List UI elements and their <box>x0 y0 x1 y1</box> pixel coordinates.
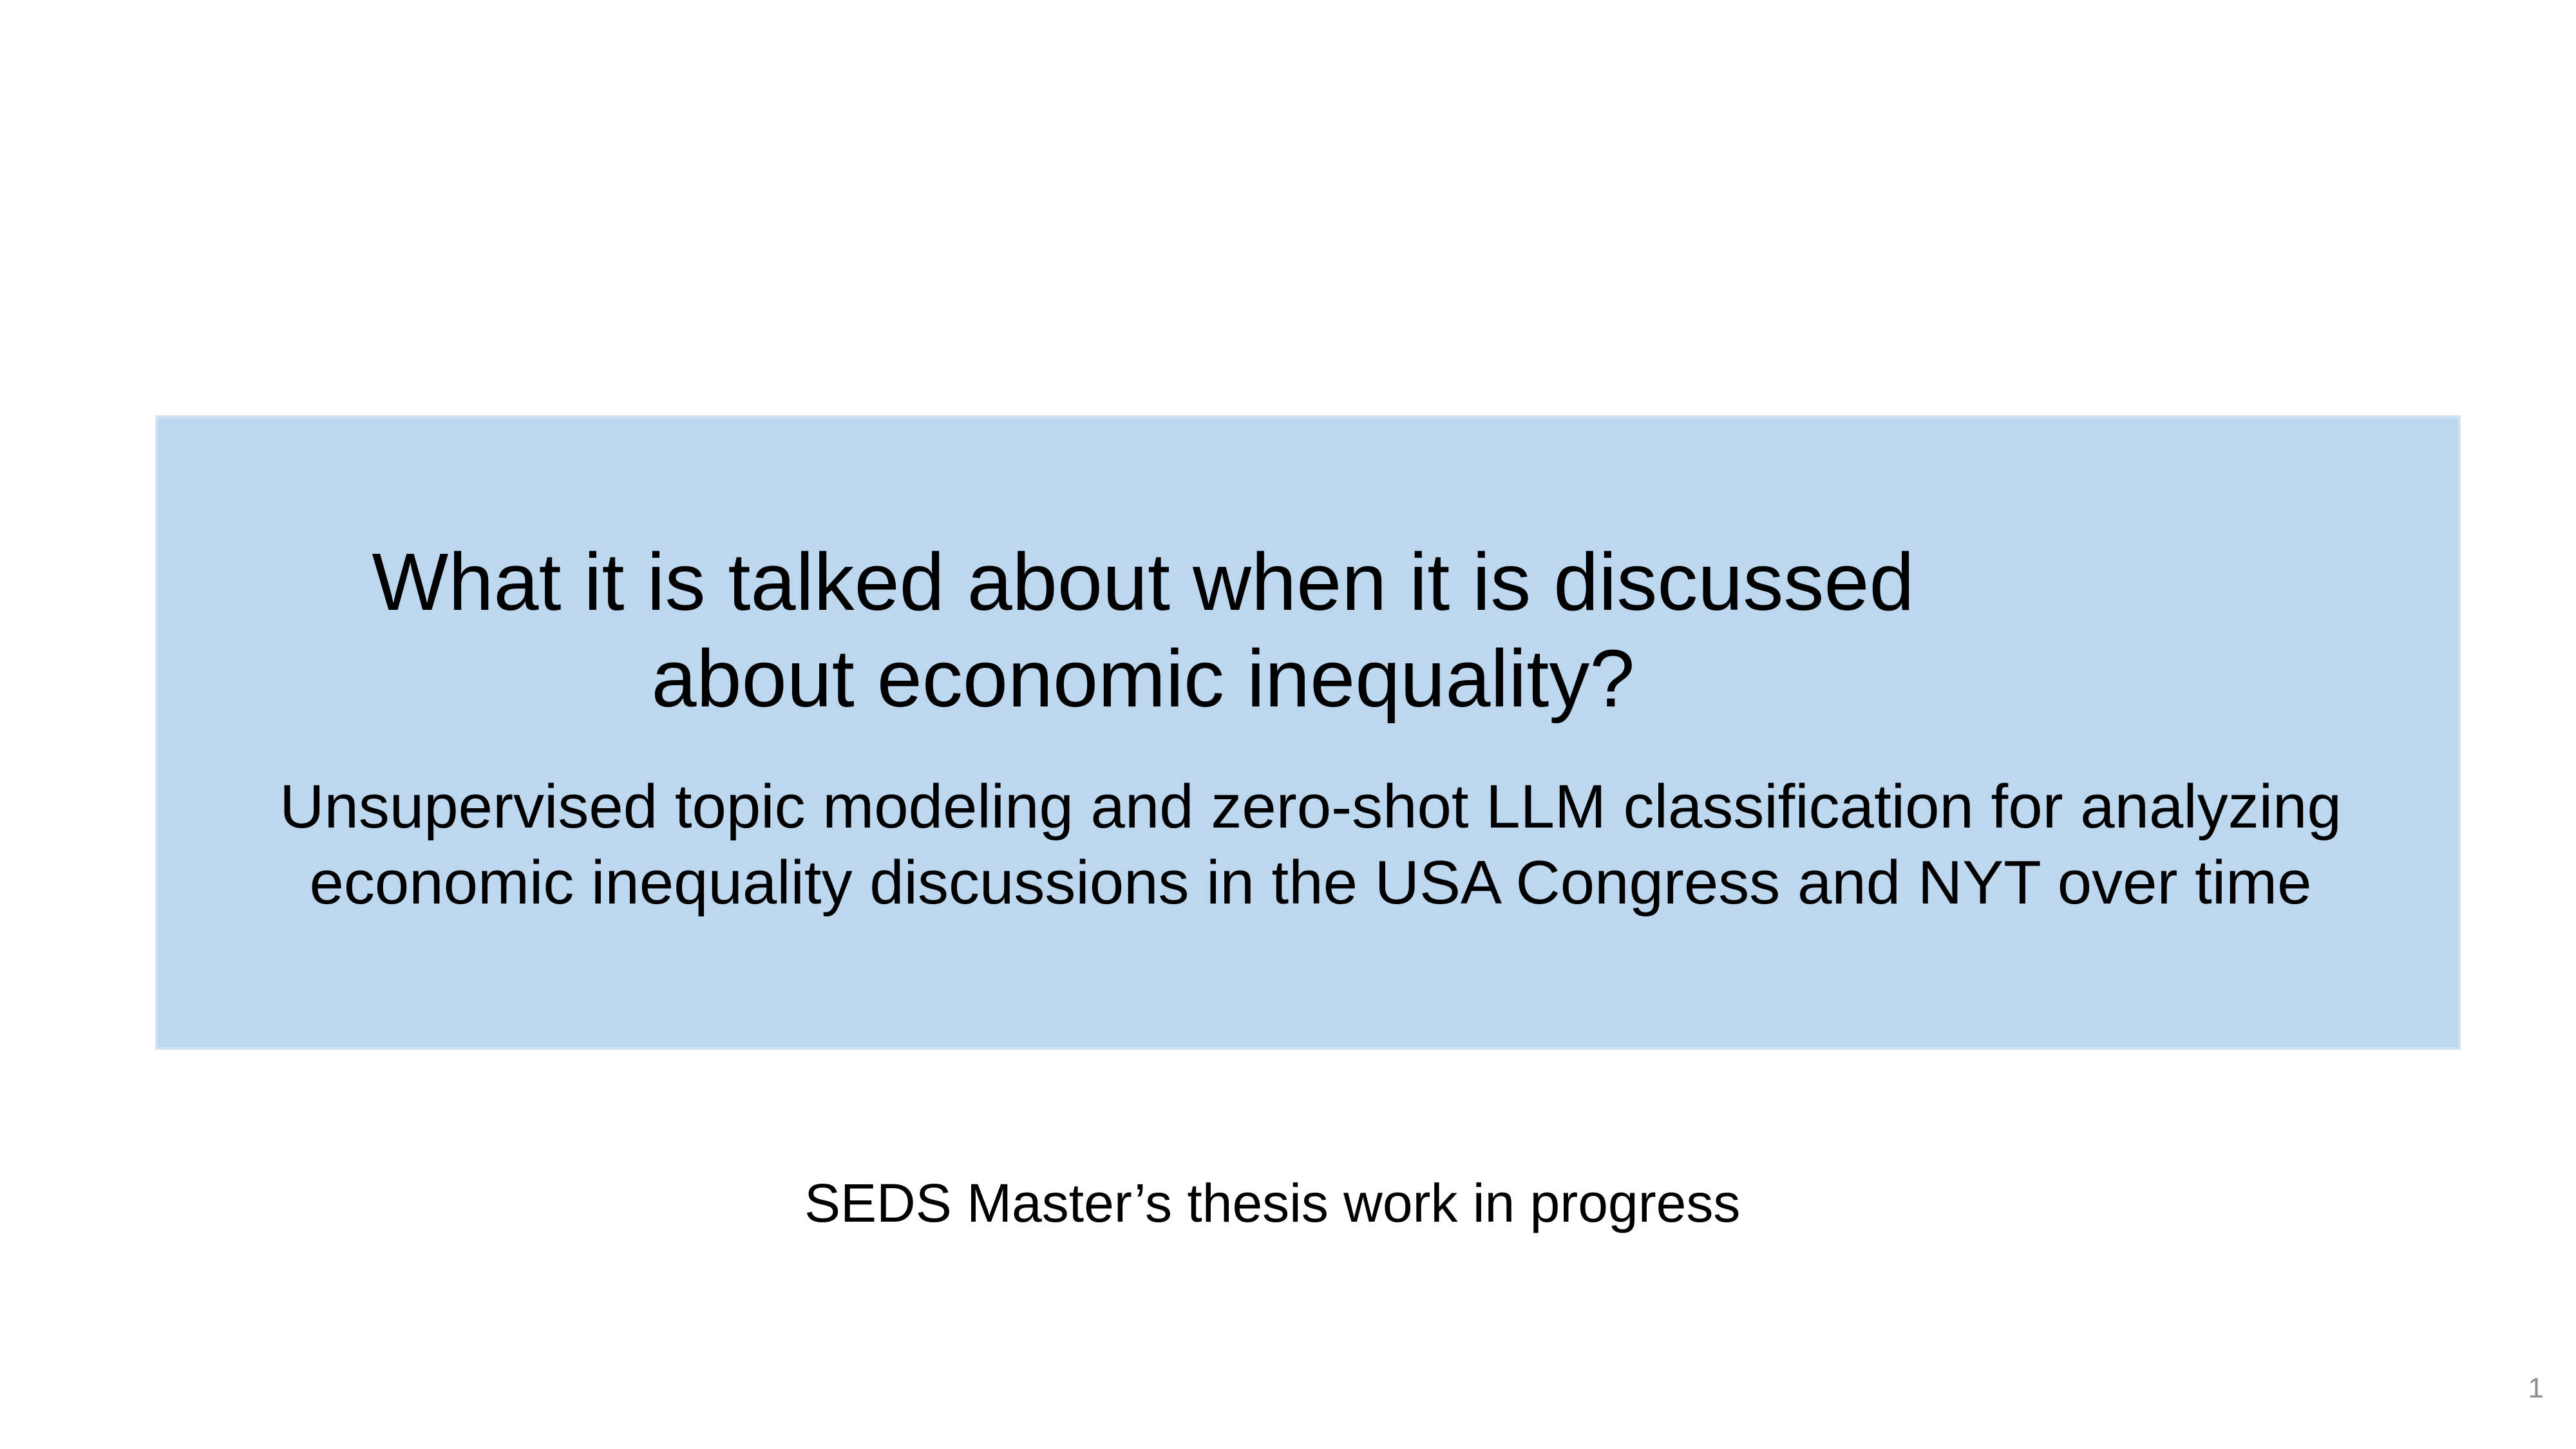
slide-title: What it is talked about when it is discu… <box>158 534 2128 727</box>
slide-subtitle: Unsupervised topic modeling and zero-sho… <box>158 769 2463 921</box>
slide-subtitle-line: economic inequality discussions in the U… <box>309 848 2312 917</box>
slide-title-line: What it is talked about when it is discu… <box>372 536 1915 627</box>
page-number: 1 <box>2528 1372 2544 1404</box>
slide-subtitle-line: Unsupervised topic modeling and zero-sho… <box>279 772 2342 841</box>
slide-title-line: about economic inequality? <box>651 633 1635 724</box>
thesis-note: SEDS Master’s thesis work in progress <box>804 1173 1741 1233</box>
title-box: What it is talked about when it is discu… <box>155 415 2461 1050</box>
